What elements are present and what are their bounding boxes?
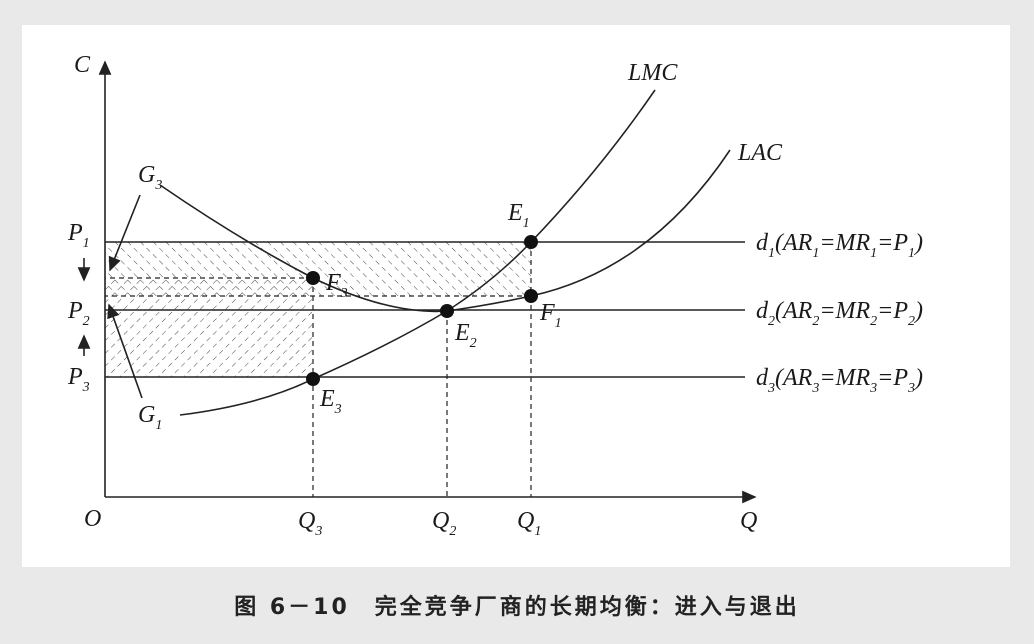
subscript: 2 [83, 314, 90, 329]
p1-label: P1 [67, 220, 90, 251]
subscript: 3 [82, 380, 90, 395]
label-text: =P [877, 298, 908, 324]
label-text: =MR [819, 230, 870, 256]
label-text: LMC [627, 60, 678, 86]
e2-label: E2 [454, 320, 477, 351]
subscript: 1 [870, 246, 877, 261]
label-text: E [319, 386, 335, 412]
subscript: 3 [340, 286, 348, 301]
f1-label: F1 [539, 300, 562, 331]
subscript: 3 [154, 178, 162, 193]
label-text: ) [913, 365, 923, 391]
label-text: ) [913, 298, 923, 324]
label-text: d [756, 230, 769, 256]
g1-label: G1 [138, 402, 162, 433]
p2-label: P2 [67, 298, 90, 329]
subscript: 1 [534, 524, 541, 539]
subscript: 2 [768, 314, 775, 329]
label-text: Q [517, 508, 534, 534]
label-text: =MR [819, 298, 870, 324]
label-text: =P [877, 365, 908, 391]
label-text: G [138, 162, 155, 188]
subscript: 2 [870, 314, 877, 329]
label-text: Q [740, 508, 757, 534]
subscript: 3 [334, 402, 342, 417]
subscript: 1 [523, 216, 530, 231]
subscript: 1 [908, 246, 915, 261]
label-text: E [454, 320, 470, 346]
points [306, 235, 538, 386]
subscript: 2 [449, 524, 456, 539]
point [524, 235, 538, 249]
label-text: =MR [819, 365, 870, 391]
label-text: d [756, 365, 769, 391]
subscript: 1 [555, 316, 562, 331]
label-text: =P [877, 230, 908, 256]
q3-label: Q3 [298, 508, 322, 539]
subscript: 3 [811, 381, 819, 396]
point [440, 304, 454, 318]
label-text: (AR [775, 365, 813, 391]
subscript: 3 [907, 381, 915, 396]
label-text: F [539, 300, 555, 326]
q2-label: Q2 [432, 508, 456, 539]
label-text: LAC [737, 140, 783, 166]
subscript: 3 [314, 524, 322, 539]
label-text: d [756, 298, 769, 324]
subscript: 1 [812, 246, 819, 261]
point [524, 289, 538, 303]
label-text: C [74, 52, 91, 78]
arrow-g3 [108, 194, 141, 272]
arrow-g1 [107, 303, 143, 399]
e1-label: E1 [507, 200, 530, 231]
lmc-label: LMC [627, 60, 678, 86]
subscript: 2 [812, 314, 819, 329]
subscript: 1 [83, 236, 90, 251]
origin-label: O [84, 506, 101, 532]
label-text: (AR [775, 230, 813, 256]
label-text: Q [432, 508, 449, 534]
hatch-lower [105, 278, 313, 377]
d2-label: d2(AR2=MR2=P2) [756, 298, 923, 329]
guides [105, 242, 532, 497]
caption: 图 6－10 完全竞争厂商的长期均衡：进入与退出 [234, 594, 800, 620]
subscript: 1 [768, 246, 775, 261]
subscript: 3 [869, 381, 877, 396]
label-text: (AR [775, 298, 813, 324]
label-text: ) [913, 230, 923, 256]
q1-label: Q1 [517, 508, 541, 539]
label-text: O [84, 506, 101, 532]
label-text: P [67, 220, 83, 246]
f3-label: F3 [325, 270, 348, 301]
subscript: 2 [908, 314, 915, 329]
label-text: F [325, 270, 341, 296]
p3-label: P3 [67, 364, 90, 395]
y-label: C [74, 52, 91, 78]
lac-label: LAC [737, 140, 783, 166]
point [306, 271, 320, 285]
d1-label: d1(AR1=MR1=P1) [756, 230, 923, 261]
subscript: 1 [155, 418, 162, 433]
subscript: 2 [470, 336, 477, 351]
label-text: P [67, 364, 83, 390]
g3-label: G3 [138, 162, 162, 193]
x-label: Q [740, 508, 757, 534]
label-text: P [67, 298, 83, 324]
e3-label: E3 [319, 386, 342, 417]
label-text: Q [298, 508, 315, 534]
subscript: 3 [767, 381, 775, 396]
point [306, 372, 320, 386]
d3-label: d3(AR3=MR3=P3) [756, 365, 923, 396]
label-text: E [507, 200, 523, 226]
label-text: G [138, 402, 155, 428]
